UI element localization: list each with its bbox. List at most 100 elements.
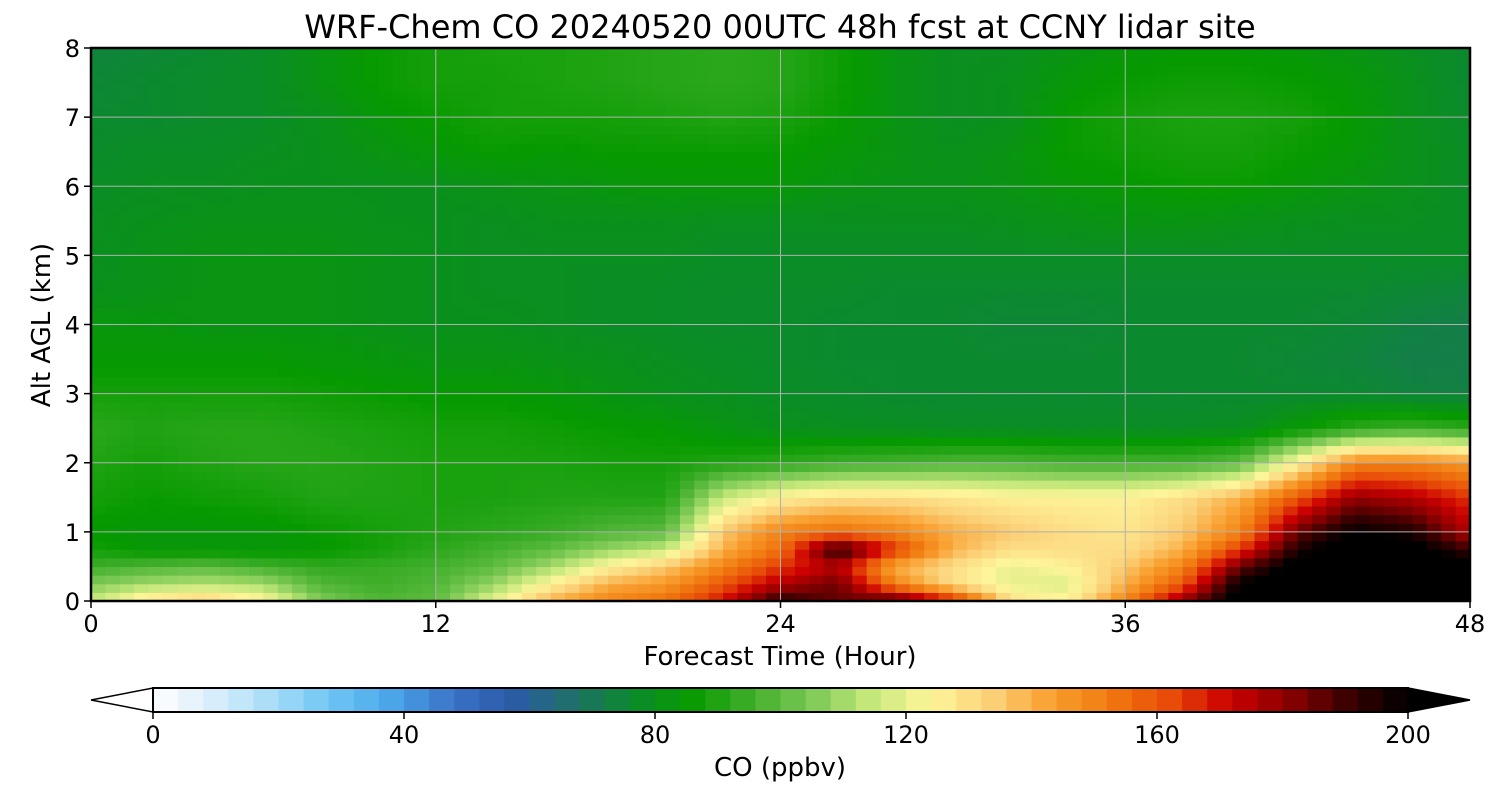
field-cell <box>1139 65 1155 75</box>
field-cell <box>967 82 983 92</box>
field-cell <box>837 246 853 256</box>
field-cell <box>809 177 825 187</box>
field-cell <box>809 367 825 377</box>
field-cell <box>938 359 954 369</box>
field-cell <box>1024 480 1040 490</box>
field-cell <box>1182 220 1198 231</box>
field-cell <box>119 523 135 533</box>
field-cell <box>708 384 724 395</box>
field-cell <box>694 410 710 421</box>
field-cell <box>435 315 451 326</box>
field-cell <box>565 540 580 550</box>
field-cell <box>794 168 810 179</box>
field-cell <box>464 272 480 282</box>
field-cell <box>521 272 537 282</box>
field-cell <box>1010 436 1026 447</box>
field-cell <box>1082 125 1098 136</box>
field-cell <box>292 134 308 144</box>
field-cell <box>565 315 580 326</box>
field-cell <box>636 592 652 602</box>
field-cell <box>995 168 1011 179</box>
field-cell <box>679 229 695 239</box>
field-cell <box>593 143 609 153</box>
field-cell <box>852 298 868 308</box>
field-cell <box>1182 281 1198 291</box>
field-cell <box>909 143 925 153</box>
field-cell <box>134 341 150 352</box>
field-cell <box>392 82 408 92</box>
field-cell <box>306 428 322 438</box>
field-cell <box>335 376 351 386</box>
field-cell <box>493 56 509 66</box>
field-cell <box>608 428 624 438</box>
field-cell <box>593 376 609 386</box>
field-cell <box>809 238 825 248</box>
field-cell <box>335 238 351 248</box>
field-cell <box>981 324 997 334</box>
field-cell <box>909 220 925 231</box>
field-cell <box>335 168 351 179</box>
field-cell <box>1024 592 1040 602</box>
field-cell <box>134 324 150 334</box>
field-cell <box>579 523 595 533</box>
field-cell <box>249 99 264 110</box>
field-cell <box>1125 575 1141 585</box>
field-cell <box>320 99 336 110</box>
field-cell <box>277 505 293 516</box>
field-cell <box>723 125 738 136</box>
field-cell <box>593 480 609 490</box>
field-cell <box>1067 324 1083 334</box>
field-cell <box>881 212 897 222</box>
field-cell <box>737 376 753 386</box>
field-cell <box>1153 428 1169 438</box>
field-cell <box>292 99 308 110</box>
field-cell <box>105 436 121 447</box>
field-cell <box>665 212 681 222</box>
field-cell <box>234 324 250 334</box>
field-cell <box>665 65 681 75</box>
field-cell <box>421 324 437 334</box>
field-cell <box>909 549 925 559</box>
field-cell <box>1197 333 1213 343</box>
field-cell <box>1110 575 1126 585</box>
field-cell <box>105 523 121 533</box>
field-cell <box>536 65 552 75</box>
field-cell <box>263 575 279 585</box>
field-cell <box>651 289 667 300</box>
field-cell <box>622 445 638 455</box>
field-cell <box>981 583 997 593</box>
field-cell <box>967 65 983 75</box>
field-cell <box>263 99 279 110</box>
field-cell <box>363 229 379 239</box>
field-cell <box>909 376 925 386</box>
field-cell <box>636 143 652 153</box>
field-cell <box>320 393 336 403</box>
field-cell <box>608 99 624 110</box>
field-cell <box>636 160 652 170</box>
field-cell <box>679 73 695 84</box>
field-cell <box>1082 298 1098 308</box>
field-cell <box>191 471 207 481</box>
field-cell <box>464 454 480 464</box>
field-cell <box>363 436 379 447</box>
field-cell <box>220 333 236 343</box>
field-cell <box>794 82 810 92</box>
field-cell <box>895 315 911 326</box>
field-cell <box>349 298 365 308</box>
field-cell <box>134 203 150 213</box>
field-cell <box>292 82 308 92</box>
field-cell <box>91 108 106 118</box>
field-cell <box>1182 168 1198 179</box>
field-cell <box>234 376 250 386</box>
field-cell <box>895 428 911 438</box>
field-cell <box>952 540 968 550</box>
field-cell <box>162 73 178 84</box>
field-cell <box>478 575 494 585</box>
field-cell <box>148 540 164 550</box>
field-cell <box>1039 48 1055 58</box>
field-cell <box>938 238 954 248</box>
field-cell <box>536 376 552 386</box>
field-cell <box>392 315 408 326</box>
field-cell <box>981 376 997 386</box>
field-cell <box>665 454 681 464</box>
